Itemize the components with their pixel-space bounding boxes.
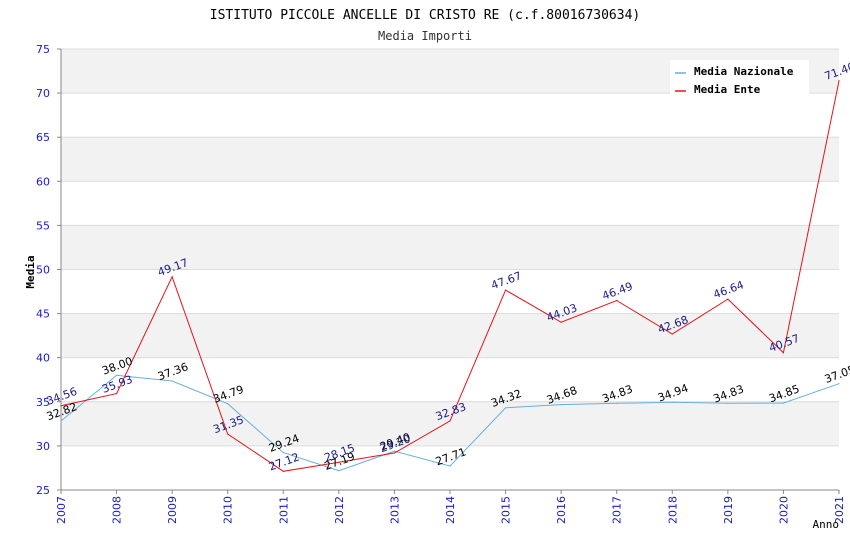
data-point <box>393 450 396 452</box>
data-point <box>449 465 451 467</box>
x-tick-label: 2009 <box>166 496 179 524</box>
data-point <box>504 289 507 291</box>
background-band <box>61 401 839 446</box>
data-point <box>115 392 118 395</box>
data-point <box>449 420 451 422</box>
x-tick-label: 2014 <box>444 496 457 524</box>
y-tick-label: 75 <box>36 43 50 56</box>
x-tick-label: 2010 <box>222 496 235 524</box>
chart-subtitle: Media Importi <box>378 29 472 43</box>
series-lines <box>60 80 840 472</box>
y-tick-label: 50 <box>36 264 50 277</box>
y-tick-label: 35 <box>36 396 50 409</box>
y-tick-label: 45 <box>36 308 50 321</box>
x-tick-label: 2016 <box>555 496 568 524</box>
data-point <box>504 407 507 409</box>
data-point <box>671 333 673 335</box>
plot-background-bands <box>61 49 839 446</box>
legend-box <box>670 60 809 95</box>
data-point <box>671 401 673 403</box>
data-point <box>782 402 785 404</box>
y-tick-label: 25 <box>36 484 50 497</box>
y-axis-label: Media <box>24 255 37 288</box>
data-point <box>60 420 62 422</box>
legend-label-media-ente: Media Ente <box>694 83 761 96</box>
data-point <box>282 452 284 454</box>
background-band <box>61 225 839 270</box>
legend-label-media-nazionale: Media Nazionale <box>694 65 794 78</box>
data-point <box>560 404 562 406</box>
x-axis-label: Anno <box>813 518 840 531</box>
chart-title: ISTITUTO PICCOLE ANCELLE DI CRISTO RE (c… <box>210 8 640 23</box>
x-tick-labels: 2007 2008 2009 2010 2011 2012 2013 2014 2015 2016… <box>55 496 846 524</box>
data-point <box>338 461 340 463</box>
data-point <box>60 405 62 407</box>
y-tick-label: 55 <box>36 219 50 232</box>
data-label: 37.36 <box>156 360 190 383</box>
x-tick-label: 2008 <box>111 496 124 524</box>
x-tick-label: 2018 <box>666 496 679 524</box>
y-tick-label: 70 <box>36 87 50 100</box>
data-point <box>227 433 229 435</box>
data-point <box>282 470 284 472</box>
gridlines <box>61 48 839 491</box>
data-label: 47.67 <box>489 269 523 292</box>
data-point <box>838 80 840 82</box>
x-tick-label: 2019 <box>722 496 735 524</box>
data-label: 46.64 <box>712 278 746 301</box>
data-point <box>616 299 618 302</box>
y-tick-label: 65 <box>36 131 50 144</box>
x-tick-label: 2007 <box>55 496 68 524</box>
data-point <box>560 321 562 323</box>
data-point <box>338 470 340 472</box>
y-tick-label: 40 <box>36 352 50 365</box>
x-tick-label: 2021 <box>833 496 846 524</box>
data-point <box>727 298 729 300</box>
x-tick-label: 2013 <box>388 496 401 524</box>
x-tick-label: 2012 <box>333 496 346 524</box>
data-point <box>782 352 785 354</box>
y-tick-label: 60 <box>36 175 50 188</box>
data-point <box>171 380 173 382</box>
data-label: 46.49 <box>600 280 634 303</box>
data-point <box>393 452 396 454</box>
data-point <box>838 383 840 385</box>
data-label: 37.05 <box>823 363 850 386</box>
y-tick-label: 30 <box>36 440 50 453</box>
background-band <box>61 137 839 182</box>
x-tick-label: 2017 <box>611 496 624 524</box>
x-tick-label: 2011 <box>277 496 290 524</box>
data-point <box>227 403 229 405</box>
axes <box>57 48 840 494</box>
background-band <box>61 313 839 358</box>
y-tick-labels: 25 30 35 40 45 50 55 60 65 70 75 <box>36 43 50 497</box>
data-point <box>727 402 729 404</box>
x-tick-label: 2020 <box>777 496 790 524</box>
x-tick-label: 2015 <box>500 496 513 524</box>
data-point <box>171 276 173 278</box>
data-point <box>115 374 118 376</box>
data-label: 34.94 <box>656 382 690 405</box>
legend: Media Nazionale Media Ente <box>670 60 809 96</box>
data-point <box>616 402 618 404</box>
